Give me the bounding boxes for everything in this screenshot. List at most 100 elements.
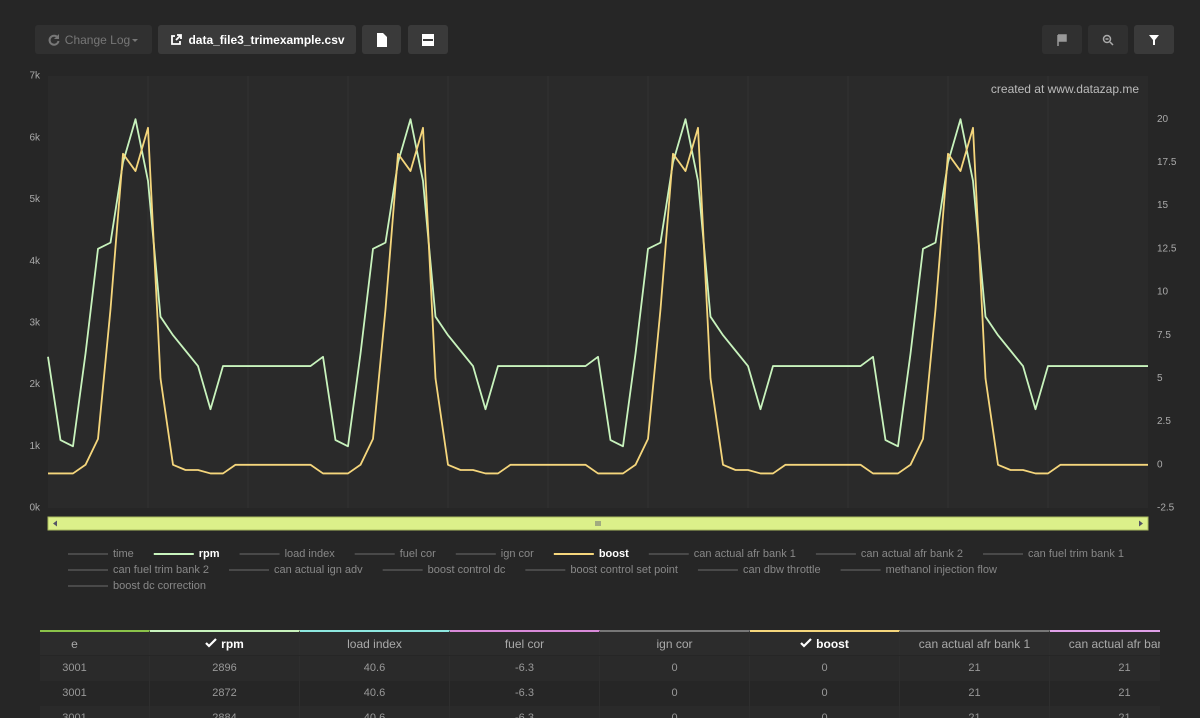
legend-label: can actual afr bank 2 — [861, 548, 963, 560]
legend-label: time — [113, 548, 134, 560]
table-header: e rpm load index fuel cor ign cor boost can ac… — [40, 630, 1160, 655]
y2-tick-label: 7.5 — [1157, 330, 1171, 341]
table-cell: 21 — [900, 706, 1050, 718]
y-tick-label: 4k — [29, 256, 41, 267]
header-cell[interactable]: can actual afr bank 1 — [900, 630, 1050, 655]
table-cell: 3001 — [40, 706, 150, 718]
legend-label: boost control dc — [428, 564, 506, 576]
y-tick-label: 2k — [29, 379, 41, 390]
y2-tick-label: -2.5 — [1157, 503, 1175, 514]
table-cell: 0 — [600, 706, 750, 718]
header-label: rpm — [221, 637, 244, 651]
table-cell: 0 — [750, 656, 900, 681]
y2-tick-label: 20 — [1157, 114, 1169, 125]
watermark: created at www.datazap.me — [991, 82, 1139, 96]
y-tick-label: 0k — [29, 503, 41, 514]
legend-item[interactable]: can actual afr bank 1 — [649, 548, 796, 560]
y-tick-label: 6k — [29, 132, 41, 143]
y2-tick-label: 17.5 — [1157, 157, 1177, 168]
legend-item[interactable]: ign cor — [456, 548, 534, 560]
header-cell[interactable]: can actual afr bank 2 — [1050, 630, 1160, 655]
table-cell: 0 — [600, 656, 750, 681]
y-tick-label: 7k — [29, 71, 41, 82]
table-cell: 40.6 — [300, 656, 450, 681]
legend-label: load index — [285, 548, 336, 560]
header-label: fuel cor — [505, 637, 544, 651]
legend-label: boost — [599, 548, 629, 560]
header-cell[interactable]: rpm — [150, 630, 300, 655]
check-icon — [800, 638, 812, 648]
legend-item[interactable]: methanol injection flow — [841, 564, 997, 576]
legend-item[interactable]: can fuel trim bank 2 — [68, 564, 209, 576]
header-cell[interactable]: e — [40, 630, 150, 655]
table-cell: 2872 — [150, 681, 300, 706]
table-cell: 3001 — [40, 656, 150, 681]
legend-item[interactable]: fuel cor — [355, 548, 436, 560]
legend-label: boost control set point — [570, 564, 678, 576]
table-cell: 0 — [750, 681, 900, 706]
legend-item[interactable]: can dbw throttle — [698, 564, 821, 576]
data-table: e rpm load index fuel cor ign cor boost can ac… — [40, 630, 1160, 718]
legend-item[interactable]: can fuel trim bank 1 — [983, 548, 1124, 560]
table-cell: 40.6 — [300, 706, 450, 718]
header-label: load index — [347, 637, 402, 651]
table-cell: 2884 — [150, 706, 300, 718]
y2-tick-label: 12.5 — [1157, 243, 1177, 254]
header-label: e — [71, 637, 78, 651]
header-cell[interactable]: ign cor — [600, 630, 750, 655]
table-cell: 21 — [1050, 706, 1160, 718]
header-cell[interactable]: load index — [300, 630, 450, 655]
table-row: 3001287240.6-6.3002121 — [40, 681, 1160, 706]
y2-tick-label: 2.5 — [1157, 416, 1171, 427]
chart: created at www.datazap.me 0k 1k 2k 3k 4k 5k 6k… — [0, 0, 1200, 610]
legend-label: ign cor — [501, 548, 534, 560]
legend-item[interactable]: time — [68, 548, 134, 560]
header-label: ign cor — [656, 637, 692, 651]
legend-label: can fuel trim bank 1 — [1028, 548, 1124, 560]
check-icon — [205, 638, 217, 648]
legend-label: fuel cor — [400, 548, 436, 560]
table-cell: 21 — [1050, 656, 1160, 681]
table-cell: -6.3 — [450, 656, 600, 681]
table-cell: -6.3 — [450, 681, 600, 706]
legend-label: can fuel trim bank 2 — [113, 564, 209, 576]
table-cell: 3001 — [40, 681, 150, 706]
table-row: 3001288440.6-6.3002121 — [40, 706, 1160, 718]
table-cell: 0 — [750, 706, 900, 718]
table-cell: -6.3 — [450, 706, 600, 718]
y2-tick-label: 0 — [1157, 459, 1163, 470]
header-label: can actual afr bank 1 — [919, 637, 1030, 651]
table-cell: 2896 — [150, 656, 300, 681]
legend-item[interactable]: can actual afr bank 2 — [816, 548, 963, 560]
legend-label: can dbw throttle — [743, 564, 821, 576]
table-row: 3001289640.6-6.3002121 — [40, 656, 1160, 681]
legend-label: boost dc correction — [113, 580, 206, 592]
legend-item[interactable]: load index — [240, 548, 336, 560]
y2-tick-label: 15 — [1157, 200, 1169, 211]
legend-label: rpm — [199, 548, 220, 560]
legend-item[interactable]: boost control set point — [525, 564, 678, 576]
y-tick-label: 5k — [29, 194, 41, 205]
table-cell: 0 — [600, 681, 750, 706]
legend-item[interactable]: can actual ign adv — [229, 564, 363, 576]
table-cell: 40.6 — [300, 681, 450, 706]
legend-item[interactable]: boost dc correction — [68, 580, 206, 592]
y2-tick-label: 10 — [1157, 287, 1169, 298]
header-cell[interactable]: boost — [750, 630, 900, 655]
header-cell[interactable]: fuel cor — [450, 630, 600, 655]
legend-label: can actual ign adv — [274, 564, 363, 576]
header-label: boost — [816, 637, 849, 651]
legend-label: can actual afr bank 1 — [694, 548, 796, 560]
header-label: can actual afr bank 2 — [1069, 637, 1160, 651]
table-cell: 21 — [1050, 681, 1160, 706]
legend-item[interactable]: boost control dc — [383, 564, 506, 576]
y-tick-label: 3k — [29, 317, 41, 328]
y-tick-label: 1k — [29, 441, 41, 452]
legend-item[interactable]: rpm — [154, 548, 220, 560]
legend-item[interactable]: boost — [554, 548, 629, 560]
table-cell: 21 — [900, 656, 1050, 681]
legend-label: methanol injection flow — [886, 564, 997, 576]
table-cell: 21 — [900, 681, 1050, 706]
y2-tick-label: 5 — [1157, 373, 1163, 384]
